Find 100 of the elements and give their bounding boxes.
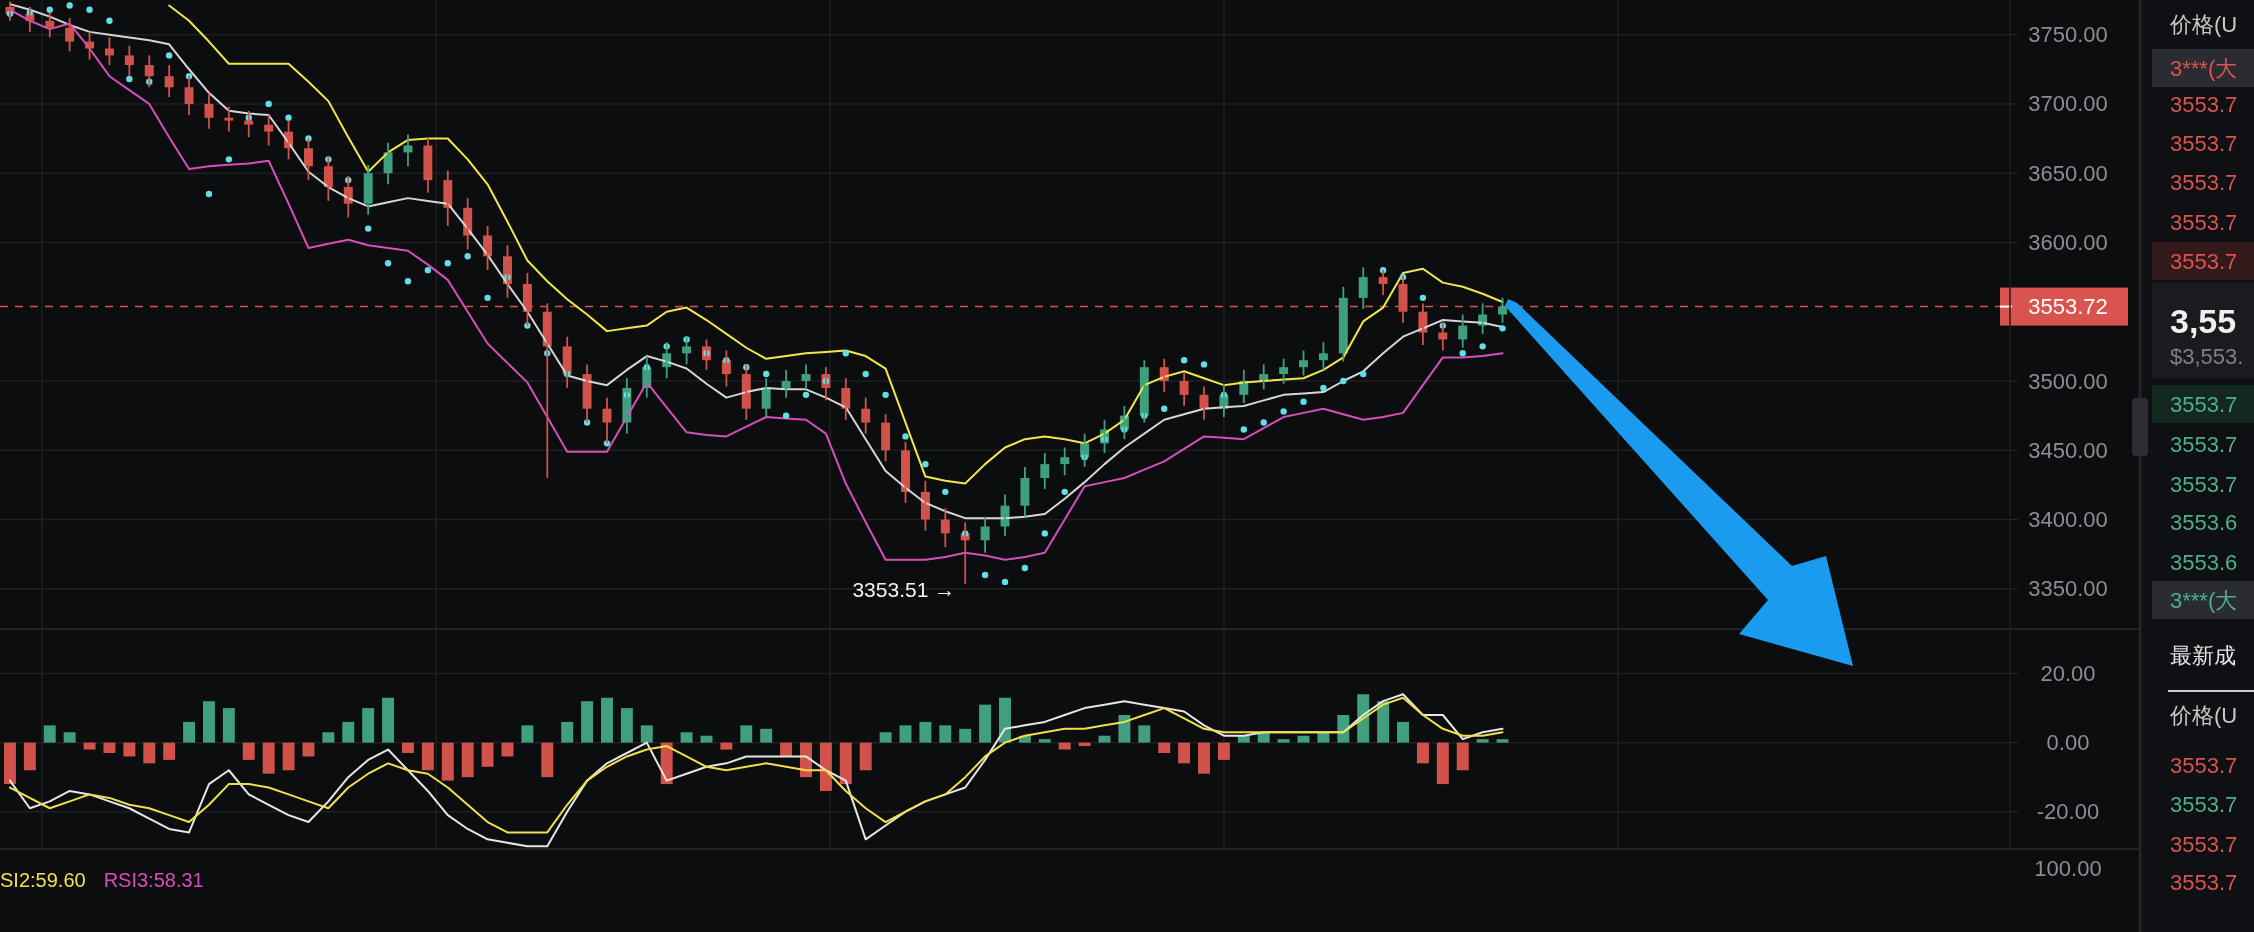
- bar: [421, 742, 434, 771]
- bar: [859, 742, 872, 771]
- y-tick-label: -20.00: [2036, 799, 2100, 825]
- bar: [521, 725, 534, 743]
- bar: [1297, 735, 1310, 743]
- bar: [839, 742, 852, 785]
- bar: [1337, 715, 1350, 743]
- bar: [1118, 715, 1131, 743]
- y-tick-label: 3350.00: [2028, 576, 2108, 602]
- bar: [342, 721, 355, 743]
- bar: [1158, 742, 1171, 753]
- text: 3,55: [2170, 302, 2237, 340]
- bar: [441, 742, 454, 781]
- text: 3553.7: [2170, 391, 2238, 417]
- bar: [362, 708, 375, 743]
- bar: [302, 742, 315, 757]
- candlestick: [1318, 341, 1328, 371]
- bar: [402, 742, 414, 753]
- bar: [382, 697, 395, 743]
- bar: [999, 697, 1011, 743]
- bar: [680, 732, 693, 743]
- bar: [63, 732, 76, 743]
- text: 3553.7: [2170, 130, 2238, 156]
- bar: [1496, 739, 1509, 743]
- bar: [640, 725, 653, 743]
- bar: [1217, 742, 1230, 760]
- y-tick-label: 3500.00: [2028, 368, 2108, 394]
- bar: [183, 721, 196, 743]
- bar: [1317, 732, 1330, 743]
- y-tick-label: 3650.00: [2028, 160, 2108, 186]
- text: 3553.6: [2170, 509, 2238, 535]
- bar: [620, 708, 633, 743]
- y-tick-label: 3750.00: [2028, 22, 2108, 48]
- text: 3553.7: [2170, 431, 2238, 457]
- annotation: 3353.51 →: [852, 578, 956, 602]
- bar: [1377, 701, 1390, 743]
- text: 3553.7: [2170, 248, 2238, 274]
- bar: [1397, 721, 1409, 743]
- bar: [1476, 739, 1489, 743]
- bar: [202, 701, 215, 743]
- bar: [103, 742, 116, 753]
- text: 价格(U: [2169, 11, 2238, 37]
- text: 3553.7: [2170, 91, 2238, 117]
- text: 3553.7: [2170, 471, 2238, 497]
- bar: [601, 697, 613, 743]
- line-series: [168, 4, 1504, 485]
- bar: [740, 725, 753, 743]
- text: 3***(大: [2170, 55, 2238, 81]
- bar: [919, 721, 932, 743]
- y-tick-label: 3700.00: [2028, 91, 2108, 117]
- bar: [1436, 742, 1449, 785]
- bar: [1237, 735, 1250, 743]
- text: 3553.7: [2170, 752, 2238, 778]
- y-tick-label: 3600.00: [2028, 229, 2108, 255]
- text: SI2:59.60: [0, 869, 86, 891]
- text: 3553.7: [2170, 791, 2238, 817]
- text: $3,553.: [2170, 343, 2244, 369]
- bar: [43, 725, 56, 743]
- y-tick-label: 3450.00: [2028, 437, 2108, 463]
- bar: [143, 742, 156, 764]
- bar: [979, 704, 992, 743]
- bar: [819, 742, 832, 791]
- bar: [163, 742, 176, 760]
- text: 3***(大: [2170, 587, 2238, 613]
- bar: [1038, 739, 1051, 743]
- text: 最新成: [2170, 642, 2236, 668]
- bar: [322, 732, 335, 743]
- text: 价格(U: [2169, 702, 2238, 728]
- bar: [262, 742, 275, 774]
- bar: [481, 742, 494, 767]
- bar: [242, 742, 255, 760]
- bar: [939, 725, 952, 743]
- text: 3553.6: [2170, 549, 2238, 575]
- text: 3553.7: [2170, 169, 2238, 195]
- candlestick: [104, 36, 114, 67]
- bar: [879, 732, 892, 743]
- bar: [581, 701, 594, 743]
- bar: [1277, 739, 1290, 743]
- bar: [959, 728, 972, 743]
- bar: [1178, 742, 1191, 764]
- bar: [461, 742, 474, 778]
- text: 100.00: [2034, 855, 2102, 881]
- bar: [899, 725, 912, 743]
- candlestick: [1299, 349, 1308, 377]
- bar: [123, 742, 136, 757]
- y-tick-label: 20.00: [2040, 661, 2096, 687]
- bar: [561, 721, 574, 743]
- text: 3553.7: [2170, 831, 2238, 857]
- bar: [1456, 742, 1469, 771]
- bar: [1198, 742, 1210, 774]
- bar: [541, 742, 554, 778]
- bar: [1098, 735, 1111, 743]
- bar: [760, 728, 773, 743]
- text: 3553.7: [2170, 869, 2238, 895]
- bar: [1058, 742, 1071, 750]
- bar: [83, 742, 96, 750]
- bar: [1416, 742, 1429, 764]
- ref-line-label: 3553.72: [2028, 294, 2108, 320]
- bar: [222, 708, 235, 743]
- bar: [3, 742, 16, 785]
